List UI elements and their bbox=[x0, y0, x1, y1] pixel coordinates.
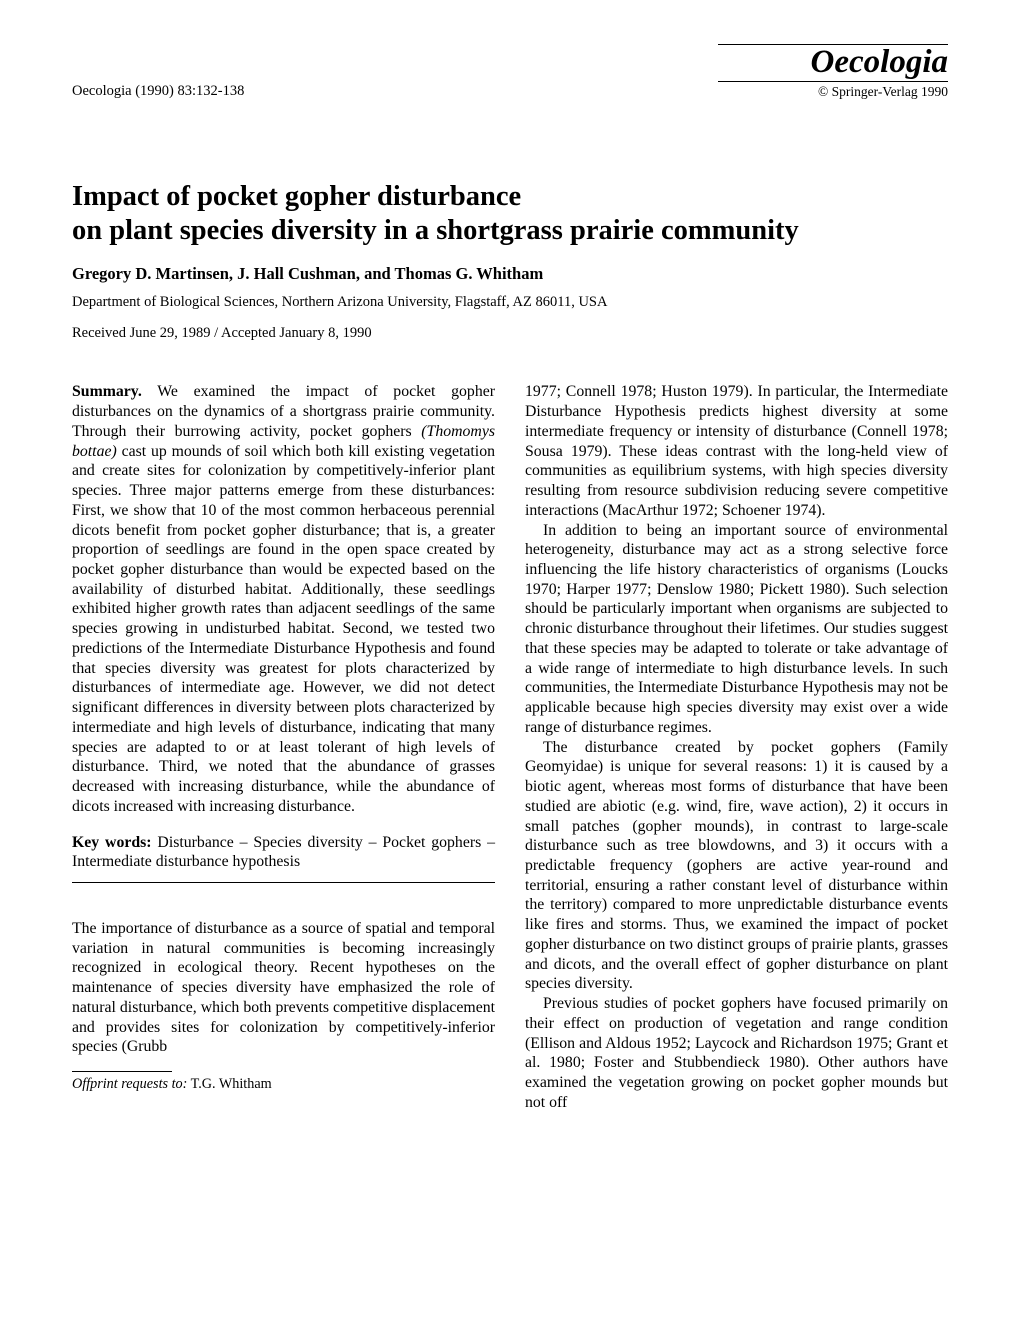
summary-paragraph: Summary. We examined the impact of pocke… bbox=[72, 382, 495, 816]
author-list: Gregory D. Martinsen, J. Hall Cushman, a… bbox=[72, 264, 948, 284]
copyright: © Springer-Verlag 1990 bbox=[718, 84, 948, 100]
footnote: Offprint requests to: T.G. Whitham bbox=[72, 1076, 495, 1094]
journal-brand: Oecologia © Springer-Verlag 1990 bbox=[718, 44, 948, 100]
brand-rule-bottom bbox=[718, 81, 948, 82]
summary-text: We examined the impact of pocket gopher … bbox=[72, 383, 495, 814]
summary-label: Summary. bbox=[72, 383, 142, 400]
keywords-label: Key words: bbox=[72, 834, 152, 851]
footnote-block: Offprint requests to: T.G. Whitham bbox=[72, 1071, 495, 1094]
col2-para-2: In addition to being an important source… bbox=[525, 521, 948, 738]
col2-para-1: 1977; Connell 1978; Huston 1979). In par… bbox=[525, 382, 948, 520]
body-columns: Summary. We examined the impact of pocke… bbox=[72, 382, 948, 1112]
footnote-label: Offprint requests to: bbox=[72, 1076, 187, 1092]
intro-paragraph: The importance of disturbance as a sourc… bbox=[72, 919, 495, 1057]
footnote-rule bbox=[72, 1071, 172, 1072]
keywords-paragraph: Key words: Disturbance – Species diversi… bbox=[72, 833, 495, 872]
section-divider bbox=[72, 882, 495, 883]
journal-name: Oecologia bbox=[718, 46, 948, 79]
received-accepted-dates: Received June 29, 1989 / Accepted Januar… bbox=[72, 325, 948, 342]
affiliation: Department of Biological Sciences, North… bbox=[72, 294, 948, 311]
title-line-2: on plant species diversity in a shortgra… bbox=[72, 215, 799, 246]
journal-citation: Oecologia (1990) 83:132-138 bbox=[72, 75, 244, 100]
article-title: Impact of pocket gopher disturbance on p… bbox=[72, 180, 948, 248]
col2-para-4: Previous studies of pocket gophers have … bbox=[525, 994, 948, 1112]
footnote-name: T.G. Whitham bbox=[187, 1076, 271, 1092]
header-row: Oecologia (1990) 83:132-138 Oecologia © … bbox=[72, 44, 948, 100]
col2-para-3: The disturbance created by pocket gopher… bbox=[525, 738, 948, 995]
title-line-1: Impact of pocket gopher disturbance bbox=[72, 181, 521, 212]
